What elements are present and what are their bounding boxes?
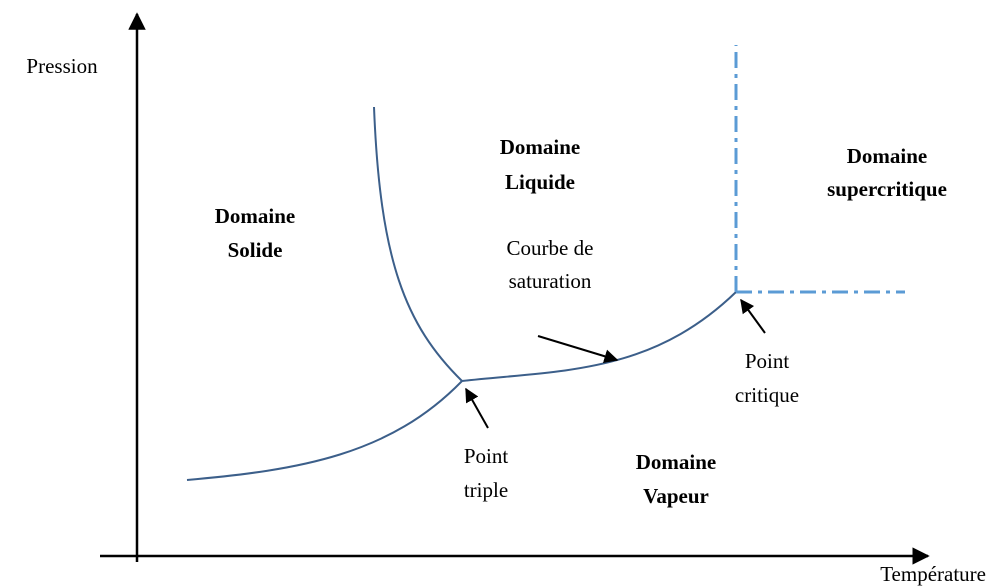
- region-label: Vapeur: [643, 484, 709, 508]
- saturation-arrow: [537, 335, 619, 364]
- region-label: Domaine: [215, 204, 296, 228]
- region-label: Liquide: [505, 170, 575, 194]
- annotation: Courbe de: [507, 236, 594, 260]
- region-label: Solide: [228, 238, 283, 262]
- x-axis-label: Température: [880, 562, 986, 586]
- triple-point-arrow: [465, 387, 489, 429]
- critical-point-arrow: [740, 298, 766, 334]
- region-label: Domaine: [847, 144, 928, 168]
- annotation: critique: [735, 383, 799, 407]
- annotation: saturation: [509, 269, 592, 293]
- y-axis-label: Pression: [26, 54, 98, 78]
- region-label: Domaine: [636, 450, 717, 474]
- region-label: Domaine: [500, 135, 581, 159]
- annotation: triple: [464, 478, 508, 502]
- saturation-curve: [461, 291, 737, 382]
- annotation: Point: [464, 444, 509, 468]
- fusion-curve: [373, 106, 463, 382]
- sublimation-curve: [186, 380, 463, 481]
- annotation: Point: [745, 349, 790, 373]
- region-label: supercritique: [827, 177, 947, 201]
